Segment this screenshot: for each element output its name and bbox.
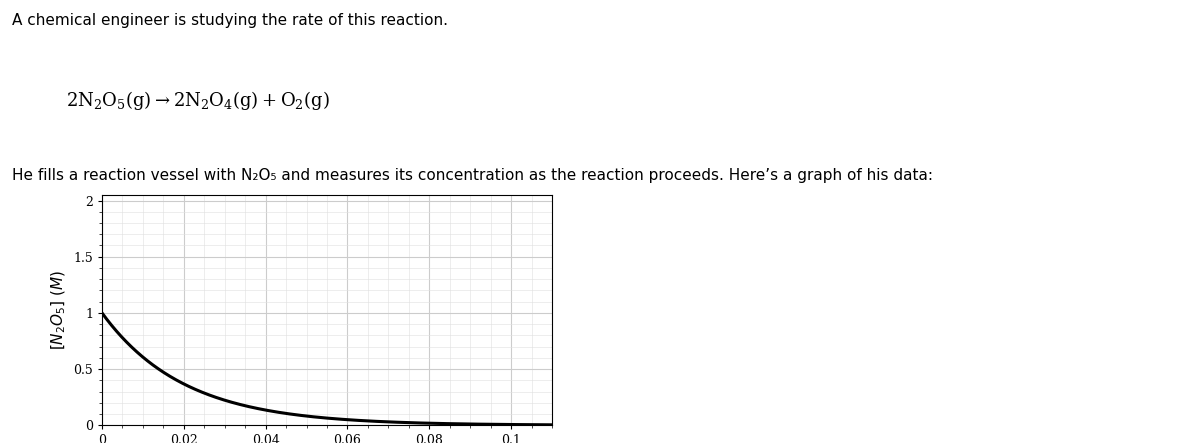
Text: $\mathregular{2N_2O_5(g) \rightarrow 2N_2O_4(g) + O_2(g)}$: $\mathregular{2N_2O_5(g) \rightarrow 2N_… — [66, 89, 330, 112]
Text: He fills a reaction vessel with N₂O₅ and measures its concentration as the react: He fills a reaction vessel with N₂O₅ and… — [12, 168, 934, 183]
Y-axis label: $[N_2O_5]\ (M)$: $[N_2O_5]\ (M)$ — [49, 270, 67, 350]
Text: A chemical engineer is studying the rate of this reaction.: A chemical engineer is studying the rate… — [12, 13, 448, 28]
